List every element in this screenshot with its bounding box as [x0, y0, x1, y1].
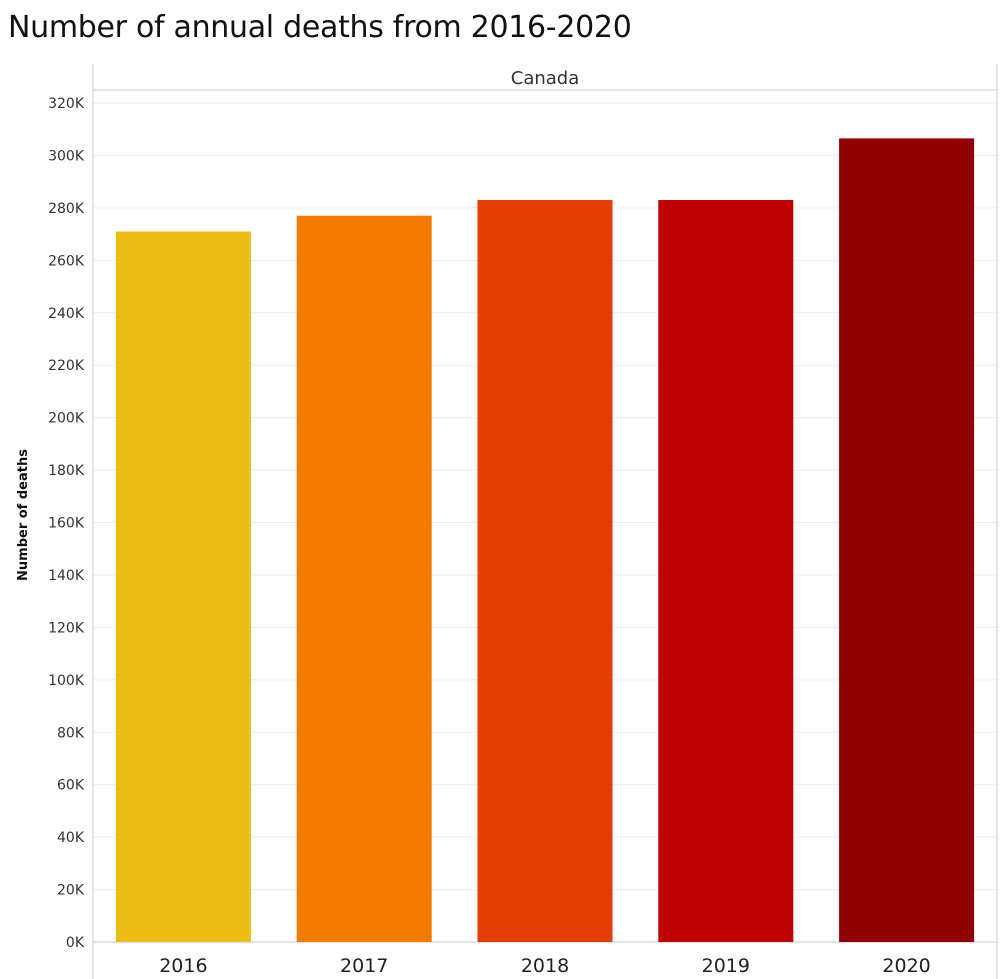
y-tick-label: 280K — [48, 201, 85, 217]
y-tick-label: 300K — [48, 148, 85, 164]
y-tick-label: 120K — [48, 620, 85, 636]
y-tick-label: 200K — [48, 411, 85, 427]
y-tick-label: 140K — [48, 568, 85, 584]
bar-2016 — [115, 231, 251, 943]
bar-2020 — [839, 138, 975, 942]
x-tick-label: 2019 — [702, 955, 750, 977]
y-tick-label: 180K — [48, 463, 85, 479]
y-axis-label: Number of deaths — [16, 449, 31, 581]
y-tick-label: 0K — [66, 935, 85, 951]
bar-2018 — [477, 200, 613, 942]
y-tick-label: 220K — [48, 358, 85, 374]
y-tick-label: 60K — [57, 778, 85, 794]
panel-label: Canada — [511, 68, 580, 89]
y-tick-label: 20K — [57, 883, 85, 899]
bar-2019 — [658, 200, 794, 942]
x-tick-label: 2016 — [159, 955, 207, 977]
chart-title: Number of annual deaths from 2016-2020 — [8, 10, 632, 45]
x-tick-label: 2018 — [521, 955, 569, 977]
x-axis-ticks: 2016 2017 2018 2019 2020 — [159, 955, 931, 977]
y-axis-ticks: 0K 20K 40K 60K 80K 100K 120K 140K 160K 180K 200K 22… — [48, 96, 85, 951]
y-tick-label: 100K — [48, 673, 85, 689]
x-tick-label: 2017 — [340, 955, 388, 977]
y-tick-label: 160K — [48, 516, 85, 532]
x-tick-label: 2020 — [882, 955, 930, 977]
y-tick-label: 40K — [57, 830, 85, 846]
y-tick-label: 240K — [48, 306, 85, 322]
y-tick-label: 320K — [48, 96, 85, 112]
y-tick-label: 80K — [57, 725, 85, 741]
bar-2017 — [296, 215, 432, 943]
bars — [115, 138, 975, 943]
y-tick-label: 260K — [48, 253, 85, 269]
